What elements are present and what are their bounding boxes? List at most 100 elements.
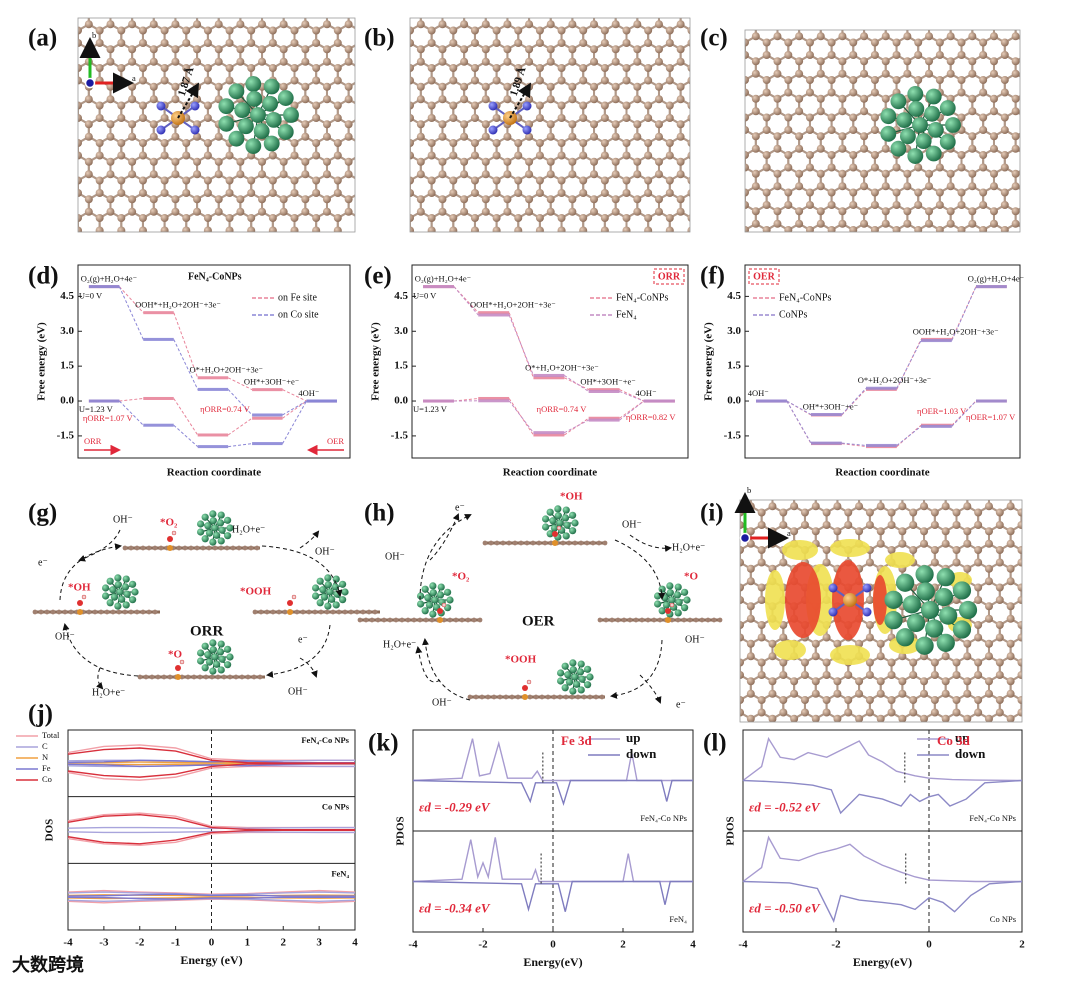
carbon-atom — [449, 26, 458, 35]
carbon-atom — [203, 214, 212, 222]
adsorbate-h — [291, 594, 297, 600]
carbon-atom — [42, 120, 50, 128]
bond-ring — [273, 0, 295, 12]
carbon-atom — [800, 508, 809, 517]
carbon-atom — [1006, 714, 1015, 722]
co-atom — [562, 532, 570, 540]
carbon-atom — [855, 677, 864, 686]
carbon-atom — [568, 157, 577, 166]
carbon-atom — [333, 176, 342, 185]
carbon-atom — [395, 245, 403, 253]
carbon-atom — [795, 182, 804, 191]
carbon-atom — [719, 239, 727, 247]
co-atom — [129, 580, 137, 588]
slab-atom — [441, 617, 447, 623]
carbon-atom — [203, 139, 212, 147]
carbon-atom — [745, 126, 749, 134]
co-atom — [263, 78, 280, 95]
carbon-atom — [536, 2, 544, 10]
carbon-atom — [751, 182, 760, 191]
co-atom — [549, 517, 557, 525]
legend-label: down — [626, 746, 657, 761]
carbon-atom — [876, 689, 885, 698]
carbon-atom — [290, 176, 299, 185]
carbon-atom — [746, 639, 755, 648]
carbon-atom — [751, 207, 760, 216]
cycle-label: H₂O+e⁻ — [672, 542, 705, 553]
carbon-atom — [876, 714, 885, 722]
carbon-atom — [301, 233, 309, 241]
carbon-atom — [42, 133, 50, 141]
carbon-atom — [557, 189, 566, 197]
carbon-atom — [258, 157, 267, 166]
carbon-atom — [623, 2, 631, 10]
co-atom — [915, 565, 934, 584]
carbon-atom — [203, 26, 212, 35]
slab-atom — [453, 617, 459, 623]
carbon-atom — [811, 639, 820, 648]
co-cluster — [197, 510, 234, 546]
carbon-atom — [709, 107, 717, 115]
carbon-atom — [790, 714, 799, 722]
carbon-atom — [995, 521, 1004, 529]
carbon-atom — [725, 690, 733, 698]
carbon-atom — [1033, 245, 1041, 253]
carbon-atom — [795, 69, 804, 78]
panel-label: (g) — [28, 500, 57, 527]
carbon-atom — [492, 26, 501, 35]
bond-ring — [788, 0, 810, 24]
carbon-atom — [416, 57, 425, 66]
reaction-arrow — [299, 530, 320, 549]
connector — [951, 400, 977, 427]
carbon-atom — [714, 634, 722, 642]
co-atom — [224, 645, 232, 653]
carbon-atom — [762, 163, 771, 172]
carbon-atom — [773, 132, 782, 141]
carbon-atom — [333, 114, 342, 122]
carbon-atom — [503, 132, 512, 141]
carbon-atom — [410, 39, 414, 47]
slab-atom — [215, 674, 221, 680]
carbon-atom — [745, 38, 749, 47]
cycle-label: OH⁻ — [432, 697, 452, 708]
bond-ring — [1000, 731, 1022, 756]
carbon-atom — [633, 207, 642, 216]
slab-atom — [639, 617, 645, 623]
carbon-atom — [644, 101, 653, 110]
slab-atom — [411, 617, 417, 623]
carbon-atom — [514, 176, 523, 185]
co-atom — [226, 524, 234, 532]
co-atom — [263, 135, 280, 152]
carbon-atom — [633, 132, 642, 141]
carbon-atom — [974, 596, 983, 604]
d-band-label: εd = -0.34 eV — [419, 900, 491, 915]
carbon-atom — [557, 214, 566, 222]
connector — [786, 400, 812, 444]
carbon-atom — [601, 252, 609, 260]
carbon-atom — [547, 245, 555, 253]
carbon-atom — [95, 139, 104, 147]
carbon-atom — [1022, 201, 1030, 209]
carbon-atom — [827, 51, 836, 59]
carbon-atom — [860, 57, 869, 66]
carbon-atom — [1017, 734, 1025, 742]
carbon-atom — [460, 57, 469, 66]
carbon-atom — [757, 671, 766, 679]
carbon-atom — [995, 546, 1004, 554]
bond-ring — [1020, 698, 1022, 714]
carbon-atom — [1061, 696, 1069, 704]
slab-atom — [369, 617, 375, 623]
co-atom — [554, 512, 562, 520]
carbon-atom — [1012, 245, 1020, 253]
carbon-atom — [801, 484, 809, 492]
carbon-atom — [546, 45, 555, 54]
energy-level — [533, 431, 565, 435]
connector — [119, 397, 144, 402]
carbon-atom — [751, 144, 760, 153]
carbon-atom — [860, 219, 869, 228]
slab-atom — [603, 617, 609, 623]
carbon-atom — [968, 0, 976, 3]
carbon-atom — [989, 94, 998, 103]
carbon-atom — [1061, 634, 1069, 642]
y-tick-label: 4.5 — [394, 290, 408, 302]
